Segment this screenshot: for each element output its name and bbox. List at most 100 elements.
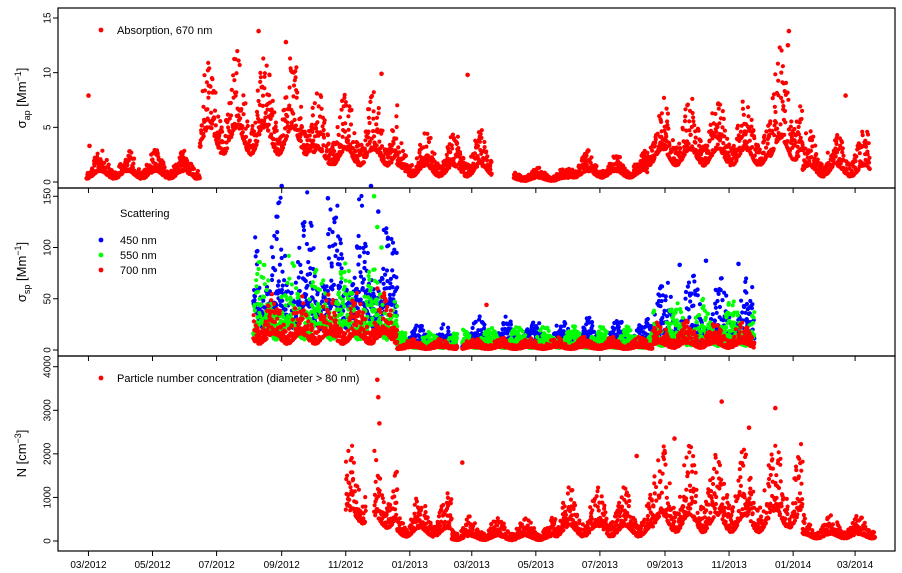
data-point (384, 230, 389, 235)
data-point (285, 280, 290, 285)
data-point (768, 119, 773, 124)
data-point (360, 286, 365, 291)
data-point (717, 304, 723, 310)
data-point (225, 146, 230, 151)
data-point (661, 95, 667, 100)
data-point (775, 61, 781, 66)
data-point (284, 95, 289, 100)
data-point (645, 170, 650, 175)
data-point (554, 323, 559, 328)
data-point (749, 306, 755, 311)
data-point (262, 74, 267, 79)
data-point (293, 280, 298, 285)
data-point (237, 62, 242, 68)
data-point (191, 166, 197, 171)
data-point (776, 78, 781, 83)
data-point (361, 160, 366, 165)
data-point (320, 149, 325, 154)
data-point (241, 112, 246, 117)
data-point (302, 220, 307, 225)
data-point (346, 138, 351, 143)
data-point (301, 233, 306, 238)
data-point (686, 141, 691, 146)
data-point (752, 136, 757, 141)
y-axis-label: σap [Mm−1] (13, 68, 32, 129)
data-point (346, 114, 351, 119)
data-point (713, 305, 719, 310)
data-point (206, 95, 211, 100)
data-point (262, 294, 267, 300)
data-point (357, 254, 362, 259)
data-point (721, 116, 726, 121)
data-point (291, 94, 296, 99)
data-point (199, 123, 204, 128)
data-point (309, 223, 314, 228)
data-point (234, 90, 239, 95)
data-point (508, 322, 513, 327)
data-point (705, 143, 710, 148)
data-point (687, 119, 692, 124)
data-point (455, 134, 460, 139)
data-point (775, 126, 780, 131)
data-point (245, 123, 250, 129)
data-point (310, 113, 315, 118)
data-point (778, 122, 783, 127)
data-point (342, 129, 348, 134)
data-point (255, 289, 260, 294)
data-point (260, 93, 266, 98)
data-point (240, 130, 245, 135)
data-point (195, 168, 200, 174)
data-point (688, 299, 693, 304)
data-point (617, 155, 623, 160)
data-point (715, 142, 720, 147)
data-point (221, 140, 226, 145)
data-point (779, 70, 784, 75)
data-point (864, 144, 869, 149)
data-point (289, 120, 294, 125)
data-point (299, 270, 304, 275)
data-point (274, 236, 279, 242)
data-point (765, 141, 770, 146)
data-point (358, 270, 363, 275)
legend-1: Absorption, 670 nm (98, 25, 212, 37)
data-point (257, 296, 262, 301)
data-point (361, 277, 366, 282)
data-point (381, 281, 386, 286)
data-point (683, 114, 688, 119)
data-point (201, 134, 206, 139)
data-point (275, 214, 280, 219)
data-point (695, 287, 700, 292)
data-point (380, 276, 385, 281)
data-point (749, 124, 754, 129)
data-point (719, 276, 724, 281)
data-point (125, 163, 130, 168)
data-point (376, 209, 381, 214)
data-point (720, 109, 725, 114)
data-point (293, 123, 298, 128)
data-point (484, 158, 490, 163)
data-point (288, 56, 293, 61)
data-point (304, 241, 309, 247)
data-point (703, 258, 709, 264)
data-point (659, 111, 665, 116)
data-point (273, 268, 278, 273)
data-point (256, 266, 261, 272)
data-point (390, 128, 396, 134)
data-point (197, 176, 202, 181)
data-point (727, 142, 732, 147)
data-point (489, 159, 494, 164)
data-point (372, 134, 377, 139)
data-point (660, 284, 665, 289)
data-point (275, 283, 281, 288)
data-point (303, 278, 308, 284)
data-point (264, 63, 269, 68)
data-point (293, 69, 298, 74)
data-point (394, 275, 399, 280)
data-point (329, 264, 334, 269)
data-point (201, 104, 206, 109)
data-point (789, 119, 794, 124)
data-point (269, 277, 275, 283)
data-point (390, 268, 395, 273)
data-point (395, 103, 400, 108)
data-point (228, 100, 233, 106)
